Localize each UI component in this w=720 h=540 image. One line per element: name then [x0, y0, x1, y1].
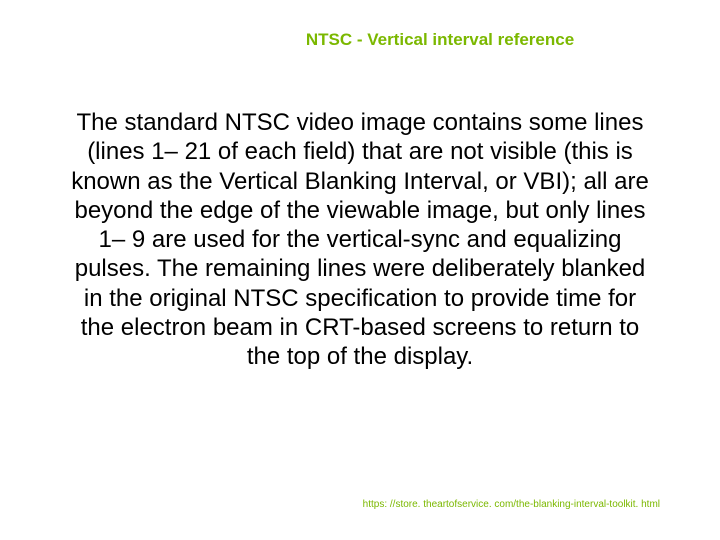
- slide-title: NTSC - Vertical interval reference: [0, 30, 720, 50]
- slide-body-text: The standard NTSC video image contains s…: [70, 108, 650, 371]
- slide: NTSC - Vertical interval reference The s…: [0, 0, 720, 540]
- footer-url: https: //store. theartofservice. com/the…: [60, 499, 660, 510]
